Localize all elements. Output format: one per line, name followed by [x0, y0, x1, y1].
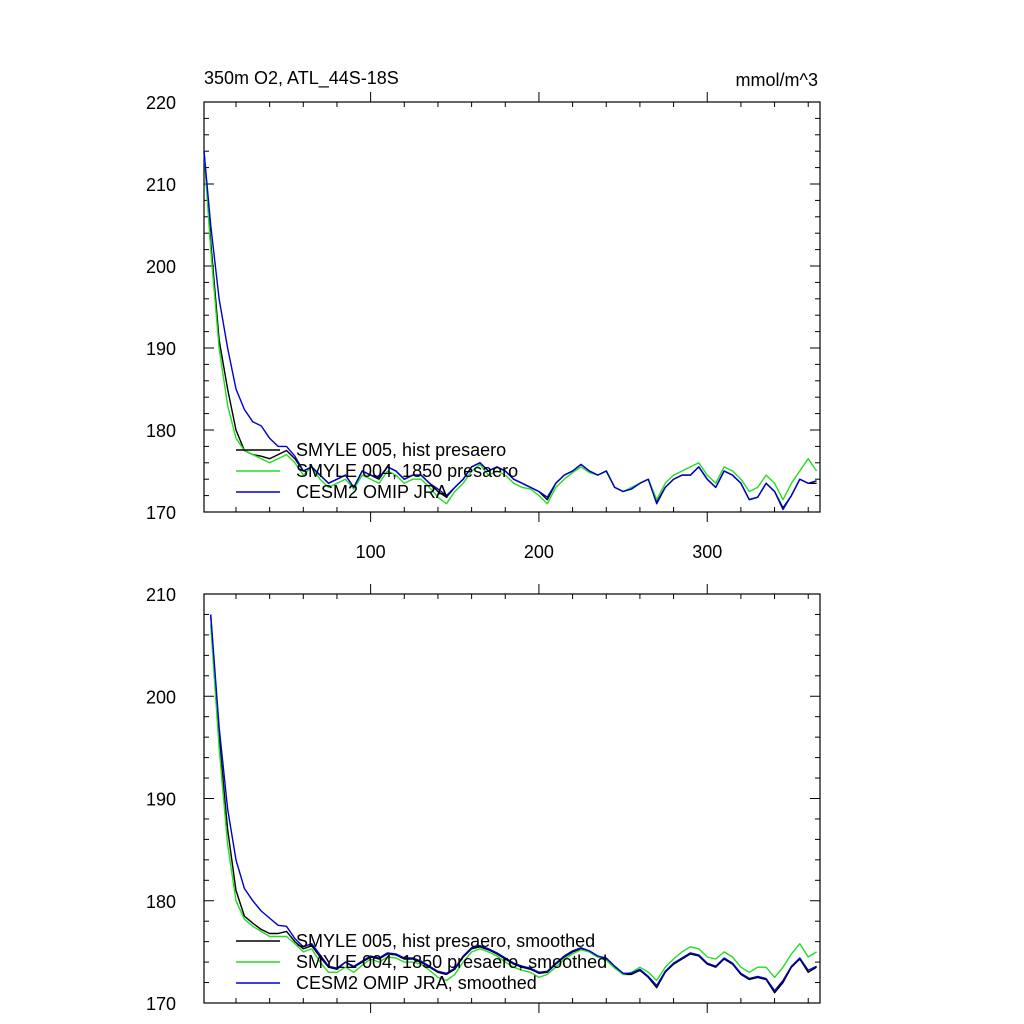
- y-tick-label: 170: [146, 503, 176, 523]
- legend-label: SMYLE 005, hist presaero, smoothed: [296, 931, 595, 951]
- series-line-3: [203, 151, 817, 511]
- legend-label: SMYLE 004, 1850 presaero: [296, 461, 518, 481]
- legend-label: SMYLE 004, 1850 presaero, smoothed: [296, 952, 607, 972]
- bottom-panel: 170 180 190 200 210 SMYLE 005, hist presaero,…: [146, 584, 821, 1014]
- x-tick-label: 200: [524, 542, 554, 562]
- y-tick-label: 180: [146, 892, 176, 912]
- units-label: mmol/m^3: [736, 70, 818, 90]
- legend-label: CESM2 OMIP JRA, smoothed: [296, 973, 537, 993]
- y-tick-label: 190: [146, 339, 176, 359]
- series-line-1: [210, 614, 817, 994]
- y-tick-label: 200: [146, 257, 176, 277]
- series-line-2: [210, 624, 817, 982]
- legend-label: SMYLE 005, hist presaero: [296, 440, 506, 460]
- top-panel: 170 180 190 200 210 220 100 200 300 SMYLE 005, hi…: [146, 92, 821, 562]
- y-tick-label: 220: [146, 93, 176, 113]
- y-tick-label: 210: [146, 175, 176, 195]
- y-tick-label: 180: [146, 421, 176, 441]
- y-tick-label: 200: [146, 687, 176, 707]
- series-line-2: [203, 151, 818, 505]
- series-line-3: [210, 614, 817, 992]
- plot-frame: [203, 101, 821, 513]
- x-tick-label: 300: [692, 542, 722, 562]
- legend-label: CESM2 OMIP JRA: [296, 482, 448, 502]
- y-tick-label: 210: [146, 585, 176, 605]
- chart-title: 350m O2, ATL_44S-18S: [204, 68, 399, 89]
- x-tick-label: 100: [356, 542, 386, 562]
- y-tick-label: 190: [146, 790, 176, 810]
- y-tick-label: 170: [146, 994, 176, 1014]
